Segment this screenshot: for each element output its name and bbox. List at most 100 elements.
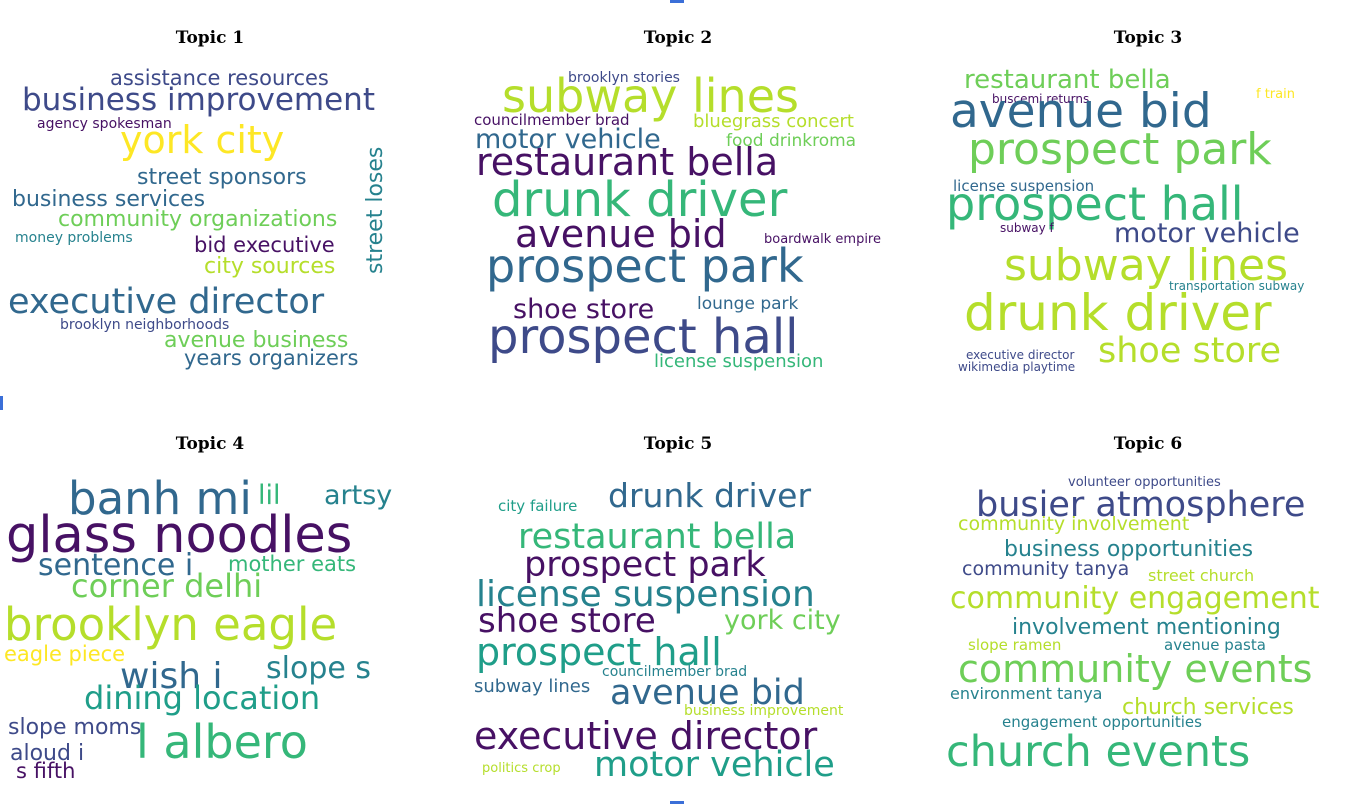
topic-4-word-slope-moms: slope moms bbox=[8, 715, 141, 740]
topic-5-word-prospect-park: prospect park bbox=[524, 545, 766, 585]
topic-1-word-years-organizers: years organizers bbox=[184, 346, 358, 370]
frame-marker-bottom bbox=[670, 801, 684, 804]
topic-4-word-slope-s: slope s bbox=[266, 651, 371, 686]
topic-5-word-avenue-bid: avenue bid bbox=[610, 673, 805, 713]
topic-4-panel: Topic 4 banh mi lil artsy glass noodles sent… bbox=[0, 426, 420, 786]
topic-2-word-boardwalk-empire: boardwalk empire bbox=[764, 232, 881, 247]
topic-6-word-busier-atmosphere: busier atmosphere bbox=[976, 485, 1305, 525]
topic-4-word-banh-mi: banh mi bbox=[68, 472, 252, 525]
topic-6-word-slope-ramen: slope ramen bbox=[968, 636, 1061, 654]
topic-6-title: Topic 6 bbox=[1113, 434, 1183, 454]
topic-5-word-motor-vehicle: motor vehicle bbox=[594, 745, 835, 785]
topic-4-word-eagle-piece: eagle piece bbox=[4, 642, 125, 666]
topic-5-word-subway-lines: subway lines bbox=[474, 676, 590, 697]
topic-6-word-community-events: community events bbox=[958, 647, 1312, 691]
topic-4-word-lil: lil bbox=[258, 480, 281, 511]
topic-1-word-avenue-business: avenue business bbox=[164, 328, 348, 353]
topic-2-title: Topic 2 bbox=[643, 28, 713, 48]
topic-2-word-prospect-hall: prospect hall bbox=[488, 309, 799, 365]
topic-2-word-councilmember-brad: councilmember brad bbox=[474, 111, 630, 129]
topic-2-word-subway-lines: subway lines bbox=[502, 69, 799, 123]
topic-2-word-prospect-park: prospect park bbox=[486, 239, 804, 293]
topic-3-word-shoe-store: shoe store bbox=[1098, 331, 1281, 371]
topic-6-word-engagement-opportunities: engagement opportunities bbox=[1002, 713, 1202, 731]
topic-1-word-agency-spokesman: agency spokesman bbox=[37, 116, 172, 132]
topic-4-word-aloud-i: aloud i bbox=[10, 741, 84, 766]
topic-5-word-executive-director: executive director bbox=[474, 714, 818, 758]
topic-4-title: Topic 4 bbox=[175, 434, 245, 454]
topic-2-word-restaurant-bella: restaurant bella bbox=[476, 140, 778, 184]
topic-6-word-church-events: church events bbox=[946, 727, 1250, 777]
topic-6-word-environment-tanya: environment tanya bbox=[950, 684, 1102, 703]
topic-3-word-avenue-bid: avenue bid bbox=[950, 84, 1212, 139]
topic-6-word-church-services: church services bbox=[1122, 695, 1294, 720]
topic-2-word-bluegrass-concert: bluegrass concert bbox=[693, 111, 854, 132]
topic-6-panel: Topic 6 volunteer opportunities busier at… bbox=[938, 426, 1354, 786]
topic-3-word-license-suspension: license suspension bbox=[953, 177, 1094, 195]
topic-6-word-community-tanya: community tanya bbox=[962, 558, 1129, 580]
topic-4-word-mother-eats: mother eats bbox=[228, 552, 356, 576]
topic-6-word-involvement-mentioning: involvement mentioning bbox=[1012, 615, 1281, 640]
topic-5-word-shoe-store: shoe store bbox=[478, 601, 656, 641]
topic-2-word-shoe-store: shoe store bbox=[513, 294, 654, 325]
topic-3-word-drunk-driver: drunk driver bbox=[964, 284, 1272, 342]
topic-4-word-s-fifth: s fifth bbox=[16, 759, 75, 783]
topic-1-word-business-improvement: business improvement bbox=[22, 82, 375, 118]
topic-3-word-subway-f: subway f bbox=[1000, 221, 1055, 235]
topic-5-word-york-city: york city bbox=[724, 605, 841, 636]
topic-3-word-subway-lines: subway lines bbox=[1004, 240, 1288, 291]
topic-4-word-artsy: artsy bbox=[324, 480, 392, 511]
topic-1-word-executive-director: executive director bbox=[8, 282, 325, 322]
topic-5-word-councilmember-brad: councilmember brad bbox=[602, 664, 747, 680]
topic-4-word-corner-delhi: corner delhi bbox=[71, 567, 262, 605]
topic-6-word-avenue-pasta: avenue pasta bbox=[1164, 636, 1266, 654]
frame-marker-left bbox=[0, 396, 3, 410]
topic-1-word-money-problems: money problems bbox=[15, 230, 133, 246]
topic-4-word-glass-noodles: glass noodles bbox=[6, 506, 352, 565]
topic-3-word-restaurant-bella: restaurant bella bbox=[964, 65, 1171, 95]
topic-4-word-sentence-i: sentence i bbox=[38, 548, 193, 583]
topic-1-word-community-organizations: community organizations bbox=[58, 207, 337, 232]
topic-5-word-prospect-hall: prospect hall bbox=[476, 630, 722, 674]
topic-5-word-politics-crop: politics crop bbox=[482, 761, 561, 776]
topic-5-word-drunk-driver: drunk driver bbox=[608, 476, 811, 515]
topic-2-word-food-drinkroma: food drinkroma bbox=[726, 131, 856, 151]
topic-5-word-city-failure: city failure bbox=[498, 497, 577, 515]
topic-4-word-wish-i: wish i bbox=[120, 656, 222, 697]
topic-1-word-street-loses: street loses bbox=[363, 147, 388, 274]
topic-1-word-york-city: york city bbox=[120, 118, 284, 162]
topic-3-word-prospect-hall: prospect hall bbox=[946, 177, 1244, 231]
topic-1-word-bid-executive: bid executive bbox=[194, 233, 335, 257]
topic-1-word-business-services: business services bbox=[12, 187, 205, 212]
topic-6-word-community-involvement: community involvement bbox=[958, 513, 1189, 535]
topic-2-panel: Topic 2 brooklyn stories subway lines coun… bbox=[468, 20, 888, 380]
topic-4-word-l-albero: l albero bbox=[136, 715, 308, 769]
topic-6-word-business-opportunities: business opportunities bbox=[1004, 537, 1253, 562]
topic-3-word-prospect-park: prospect park bbox=[968, 124, 1272, 175]
topic-2-word-license-suspension: license suspension bbox=[654, 351, 823, 372]
topic-4-word-dining-location: dining location bbox=[84, 679, 320, 717]
topic-2-word-avenue-bid: avenue bid bbox=[515, 212, 727, 256]
topic-3-word-executive-director: executive director bbox=[966, 348, 1074, 362]
topic-2-word-drunk-driver: drunk driver bbox=[492, 172, 788, 228]
topic-6-word-street-church: street church bbox=[1148, 566, 1254, 585]
topic-5-title: Topic 5 bbox=[643, 434, 713, 454]
frame-marker-top bbox=[670, 0, 684, 3]
topic-3-word-buscemi-returns: buscemi returns bbox=[992, 92, 1089, 106]
topic-5-word-restaurant-bella: restaurant bella bbox=[518, 517, 796, 557]
topic-5-word-license-suspension: license suspension bbox=[476, 574, 815, 615]
topic-4-word-brooklyn-eagle: brooklyn eagle bbox=[4, 598, 337, 651]
topic-2-word-brooklyn-stories: brooklyn stories bbox=[568, 70, 680, 86]
topic-6-word-community-engagement: community engagement bbox=[950, 581, 1320, 616]
topic-1-word-assistance-resources: assistance resources bbox=[110, 66, 329, 90]
topic-3-word-transportation-subway: transportation subway bbox=[1169, 279, 1304, 293]
topic-3-word-motor-vehicle: motor vehicle bbox=[1114, 218, 1300, 249]
topic-2-word-motor-vehicle: motor vehicle bbox=[475, 124, 661, 155]
topic-3-word-wikimedia-playtime: wikimedia playtime bbox=[958, 360, 1075, 374]
